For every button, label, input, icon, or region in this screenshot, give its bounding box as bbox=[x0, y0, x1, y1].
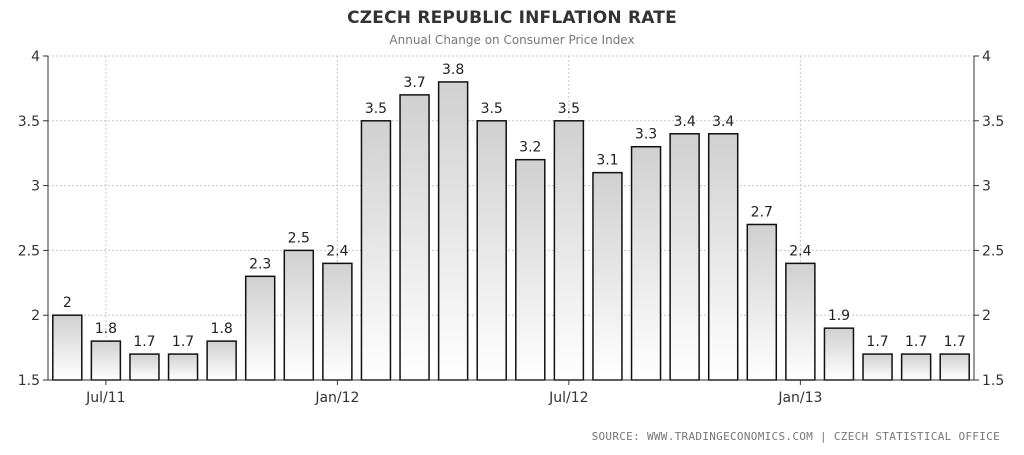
bar-Mar/13 bbox=[862, 353, 893, 381]
x-tick-label: Jul/12 bbox=[548, 390, 588, 406]
data-label: 3.4 bbox=[712, 114, 734, 130]
data-label: 3.2 bbox=[519, 140, 541, 156]
bars bbox=[52, 81, 970, 381]
bar-Nov/11 bbox=[244, 275, 276, 381]
y-tick-label-left: 1.5 bbox=[18, 373, 40, 389]
data-label: 2.4 bbox=[326, 243, 348, 259]
bar-Sep/11 bbox=[167, 353, 199, 381]
x-tick-label: Jan/13 bbox=[777, 390, 822, 406]
data-labels: 2 1.8 1.7 1.7 1.8 2.3 2.5 2.4 3.5 3.7 3.8 3.5 3.2 3.5… bbox=[63, 62, 966, 350]
x-tick-label: Jan/12 bbox=[314, 390, 359, 406]
data-label: 1.7 bbox=[866, 334, 888, 350]
data-label: 3.3 bbox=[635, 127, 657, 143]
data-label: 3.8 bbox=[442, 62, 464, 78]
y-tick-label-right: 3 bbox=[982, 179, 991, 195]
bar-Jul/11 bbox=[90, 340, 122, 381]
y-tick-label-left: 2.5 bbox=[18, 243, 40, 259]
data-label: 2.4 bbox=[789, 243, 811, 259]
data-label: 3.1 bbox=[596, 153, 618, 169]
data-label: 1.7 bbox=[172, 334, 194, 350]
data-label: 1.7 bbox=[905, 334, 927, 350]
y-tick-label-left: 3.5 bbox=[18, 114, 40, 130]
data-label: 3.5 bbox=[558, 101, 580, 117]
data-label: 1.7 bbox=[133, 334, 155, 350]
data-label: 3.5 bbox=[365, 101, 387, 117]
bar-Aug/12 bbox=[592, 171, 623, 381]
data-label: 3.5 bbox=[481, 101, 503, 117]
data-label: 1.8 bbox=[95, 321, 117, 337]
axes: 1.5 1.5 2 2 2.5 2.5 3 3 3.5 3.5 4 4 Jul/11 Jan/12 Jul/… bbox=[18, 49, 1005, 406]
y-tick-label-right: 3.5 bbox=[982, 114, 1004, 130]
y-tick-label-left: 4 bbox=[31, 49, 40, 65]
data-label: 2.5 bbox=[288, 230, 310, 246]
data-label: 2 bbox=[63, 295, 72, 311]
data-label: 1.8 bbox=[210, 321, 232, 337]
data-label: 2.3 bbox=[249, 256, 271, 272]
data-label: 1.7 bbox=[944, 334, 966, 350]
bar-Feb/13 bbox=[823, 327, 855, 381]
bar-Sep/12 bbox=[630, 145, 662, 381]
bar-Jun/12 bbox=[515, 158, 546, 381]
source-note: SOURCE: WWW.TRADINGECONOMICS.COM | CZECH… bbox=[591, 430, 1000, 443]
bar-Mar/12 bbox=[399, 94, 430, 381]
data-label: 1.9 bbox=[828, 308, 850, 324]
y-tick-label-right: 2.5 bbox=[982, 243, 1004, 259]
chart-title: CZECH REPUBLIC INFLATION RATE bbox=[347, 8, 677, 28]
bar-May/13 bbox=[939, 353, 970, 381]
bar-Oct/12 bbox=[669, 133, 700, 381]
y-tick-label-right: 1.5 bbox=[982, 373, 1004, 389]
bar-Aug/11 bbox=[129, 353, 160, 381]
bar-Apr/12 bbox=[437, 81, 469, 381]
y-tick-label-left: 3 bbox=[31, 179, 40, 195]
bar-Jul/12 bbox=[553, 120, 585, 381]
x-tick-label: Jul/11 bbox=[85, 390, 125, 406]
bar-Jun/11 bbox=[52, 314, 83, 381]
y-tick-label-right: 2 bbox=[982, 308, 991, 324]
bar-Oct/11 bbox=[206, 340, 237, 381]
chart-subtitle: Annual Change on Consumer Price Index bbox=[389, 33, 635, 47]
bar-Dec/11 bbox=[283, 249, 315, 381]
bar-Apr/13 bbox=[900, 353, 932, 381]
bar-Nov/12 bbox=[707, 133, 739, 381]
bar-Dec/12 bbox=[746, 223, 778, 381]
y-tick-label-left: 2 bbox=[31, 308, 40, 324]
bar-Jan/12 bbox=[322, 262, 353, 381]
data-label: 2.7 bbox=[751, 204, 773, 220]
bar-May/12 bbox=[476, 120, 507, 381]
y-tick-label-right: 4 bbox=[982, 49, 991, 65]
bar-Jan/13 bbox=[785, 262, 816, 381]
bar-Feb/12 bbox=[360, 120, 392, 381]
data-label: 3.4 bbox=[673, 114, 695, 130]
data-label: 3.7 bbox=[403, 75, 425, 91]
